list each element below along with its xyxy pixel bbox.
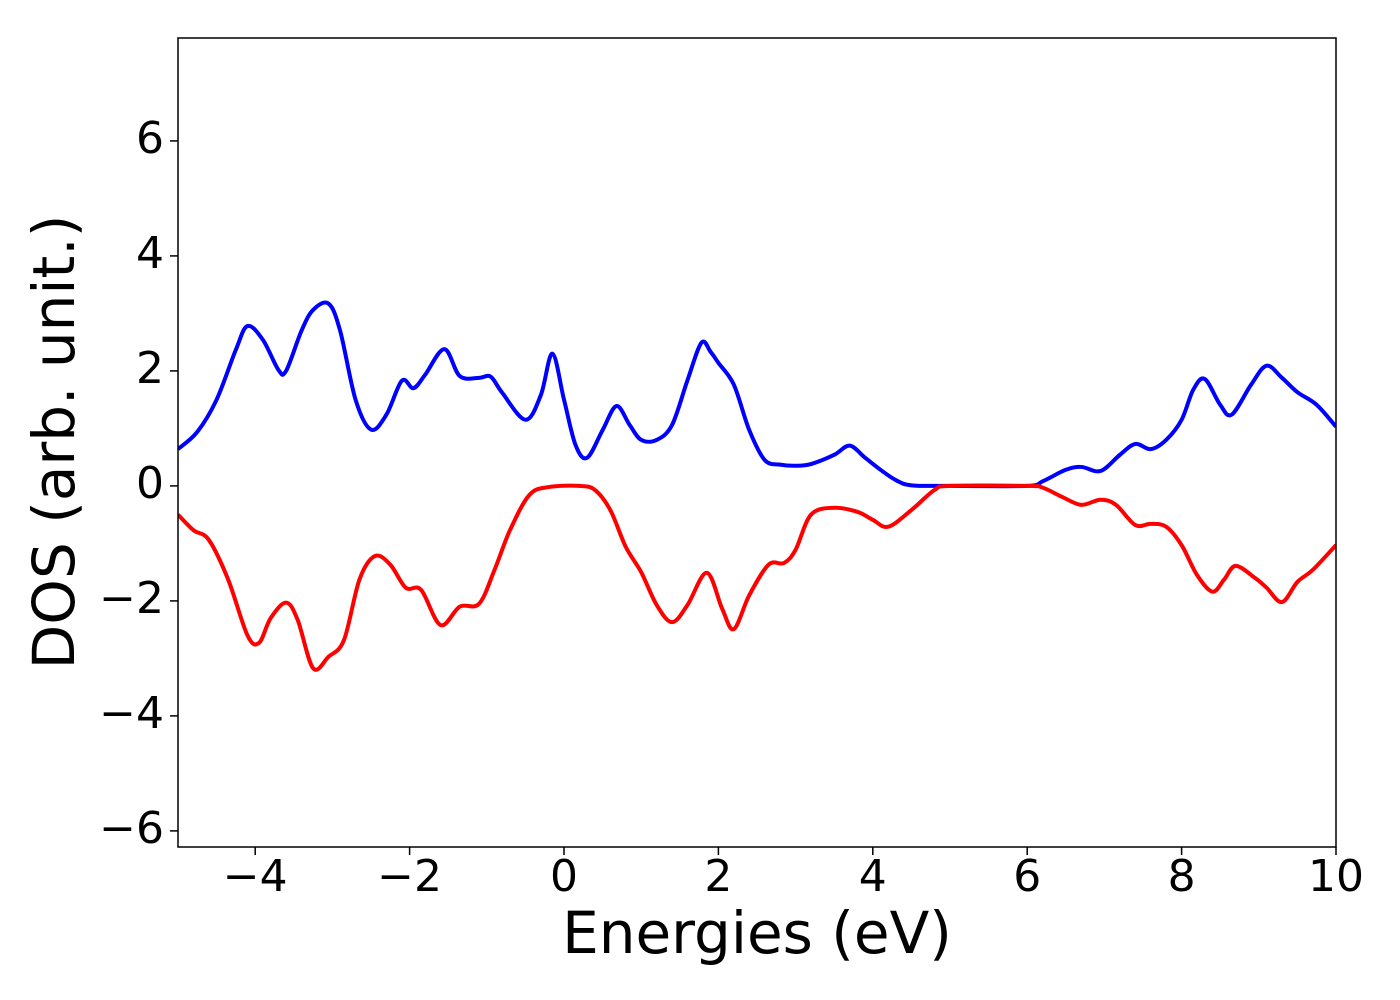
x-tick-label: 0 (550, 851, 578, 902)
x-axis-label: Energies (eV) (562, 899, 952, 967)
plot-frame (177, 37, 1337, 848)
plot-area (178, 300, 1336, 672)
x-tick-label: 6 (1013, 851, 1041, 902)
y-tick-label: 2 (136, 343, 164, 394)
line-series (178, 483, 1336, 672)
x-tick-label: −4 (223, 851, 288, 902)
y-tick-label: 6 (136, 113, 164, 164)
y-tick-label: 0 (136, 458, 164, 509)
y-tick-label: −4 (99, 688, 164, 739)
x-tick-label: −2 (377, 851, 442, 902)
x-tick-label: 4 (859, 851, 887, 902)
x-tick-label: 2 (704, 851, 732, 902)
x-tick-label: 8 (1168, 851, 1196, 902)
y-tick-label: −2 (99, 573, 164, 624)
line-series (178, 300, 1336, 489)
y-tick-label: 4 (136, 228, 164, 279)
y-axis-label: DOS (arb. unit.) (20, 215, 88, 670)
x-tick-label: 10 (1308, 851, 1364, 902)
y-tick-label: −6 (99, 803, 164, 854)
